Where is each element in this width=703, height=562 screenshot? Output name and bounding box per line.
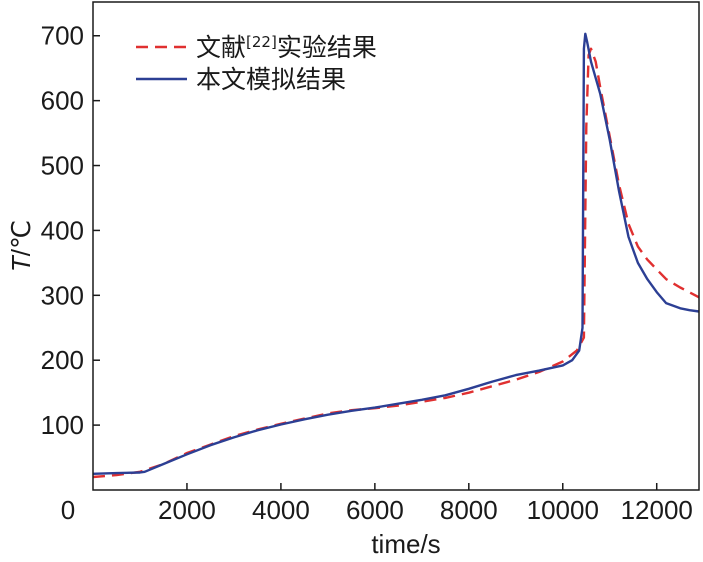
legend-label-experiment-rest: 实验结果 [277, 33, 377, 62]
legend-label-experiment: 文献[22]实验结果 [196, 33, 377, 62]
legend: 文献[22]实验结果 本文模拟结果 [136, 33, 377, 94]
plot-frame [92, 1, 700, 491]
series-line-simulation [92, 32, 700, 475]
x-tick-label: 6000 [346, 495, 404, 525]
y-tick-label: 200 [41, 345, 84, 375]
legend-label-experiment-main: 文献 [196, 33, 246, 62]
x-axis-ticks: 0 2000 4000 6000 8000 10000 12000 [61, 483, 693, 525]
x-tick-label: 10000 [527, 495, 599, 525]
series-layer [92, 32, 700, 479]
x-tick-label: 4000 [252, 495, 310, 525]
y-axis-title-symbol: T [6, 254, 36, 272]
y-tick-label: 600 [41, 86, 84, 116]
y-tick-label: 700 [41, 21, 84, 51]
axes-layer [92, 1, 700, 491]
y-tick-label: 100 [41, 410, 84, 440]
legend-label-simulation: 本文模拟结果 [196, 65, 346, 94]
y-tick-label: 500 [41, 151, 84, 181]
y-axis-ticks: 100 200 300 400 500 600 700 [41, 21, 100, 440]
x-tick-label: 0 [61, 495, 75, 525]
x-tick-label: 2000 [158, 495, 216, 525]
x-tick-label: 8000 [440, 495, 498, 525]
legend-label-experiment-ref: [22] [246, 33, 277, 51]
y-axis-title-unit: /℃ [6, 220, 36, 256]
y-axis-title: T/℃ [6, 220, 36, 272]
x-tick-label: 12000 [621, 495, 693, 525]
x-axis-title: time/s [371, 529, 440, 557]
series-line-experiment [92, 47, 700, 479]
y-tick-label: 300 [41, 280, 84, 310]
y-tick-label: 400 [41, 215, 84, 245]
